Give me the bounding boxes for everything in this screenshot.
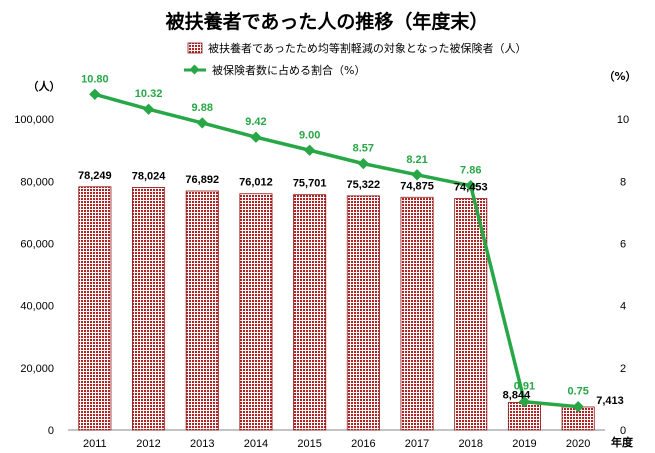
bar-value-label: 76,012 [239, 177, 273, 189]
ratio-point [518, 396, 531, 408]
legend-bar-swatch [187, 42, 203, 54]
data-labels: 78,249 78,024 76,892 76,012 75,701 75,322 74,8… [78, 73, 624, 407]
bar [78, 186, 112, 431]
ratio-point [465, 180, 477, 192]
ratio-value-label: 9.88 [192, 102, 213, 114]
left-tick-label: 40,000 [20, 301, 54, 313]
legend-line-marker [189, 64, 200, 75]
x-tick-label: 2019 [512, 438, 536, 450]
ratio-line-path [94, 92, 579, 409]
ratio-value-label: 8.21 [406, 154, 427, 166]
ratio-point [89, 88, 101, 100]
bar-value-label: 74,875 [400, 180, 434, 192]
legend-bar-label: 被扶養者であったため均等割軽減の対象となった被保険者（人） [208, 41, 527, 55]
x-tick-label: 2013 [190, 438, 214, 450]
ratio-point [303, 144, 316, 156]
bar [400, 196, 434, 431]
ratio-value-label: 7.86 [460, 165, 481, 177]
x-tick-label: 2014 [244, 438, 268, 450]
bar [239, 193, 273, 431]
ratio-point [142, 103, 155, 115]
x-axis-label: 年度 [611, 435, 634, 449]
right-tick-label: 10 [617, 114, 629, 126]
bar [454, 198, 488, 431]
ratio-value-label: 8.57 [353, 143, 374, 155]
bar-value-label: 8,844 [503, 390, 531, 402]
bar [346, 195, 380, 431]
right-tick-label: 2 [620, 363, 626, 375]
x-tick-label: 2018 [459, 438, 483, 450]
ratio-value-label: 9.42 [245, 116, 266, 128]
ratio-value-label: 10.32 [135, 88, 163, 100]
ratio-point [196, 117, 208, 129]
right-tick-label: 6 [620, 239, 626, 251]
bar [293, 194, 327, 431]
x-tick-label: 2012 [136, 438, 160, 450]
left-tick-label: 20,000 [20, 363, 54, 375]
bar-value-label: 78,249 [78, 170, 112, 182]
ratio-point [250, 131, 262, 143]
ratio-point [411, 169, 423, 181]
axes: 0 20,000 40,000 60,000 80,000 100,000 0 2 4 6 8 10 2… [14, 114, 629, 450]
ratio-value-label: 10.80 [81, 73, 109, 85]
left-axis-unit: （人） [28, 79, 61, 93]
bar-value-label: 78,024 [132, 170, 167, 182]
left-tick-label: 0 [48, 425, 54, 437]
bar-value-label: 75,322 [347, 179, 381, 191]
right-tick-label: 0 [620, 425, 626, 437]
bar-value-label: 76,892 [185, 174, 219, 186]
bar-value-label: 74,453 [454, 182, 488, 194]
left-tick-label: 100,000 [14, 114, 54, 126]
legend: 被扶養者であったため均等割軽減の対象となった被保険者（人） 被保険者数に占める割… [184, 41, 527, 77]
bar [185, 190, 219, 431]
bars [78, 186, 595, 431]
right-tick-label: 8 [620, 176, 626, 188]
x-tick-label: 2011 [83, 438, 107, 450]
ratio-point [357, 157, 370, 170]
left-tick-label: 80,000 [20, 176, 54, 188]
bar [132, 187, 166, 431]
left-tick-label: 60,000 [20, 239, 54, 251]
x-tick-label: 2017 [405, 438, 429, 450]
x-tick-label: 2016 [351, 438, 375, 450]
right-axis-unit: （%） [603, 70, 636, 83]
right-tick-label: 4 [620, 301, 626, 313]
legend-line-label: 被保険者数に占める割合（%） [212, 63, 365, 77]
ratio-point [572, 401, 584, 413]
bar-value-label: 7,413 [596, 395, 624, 407]
x-tick-label: 2015 [297, 438, 321, 450]
chart-title: 被扶養者であった人の推移（年度末） [166, 10, 489, 33]
ratio-value-label: 0.91 [514, 381, 535, 393]
x-tick-label: 2020 [566, 438, 590, 450]
bar-value-label: 75,701 [293, 178, 327, 190]
ratio-value-label: 9.00 [299, 129, 320, 141]
ratio-value-label: 0.75 [567, 386, 588, 398]
